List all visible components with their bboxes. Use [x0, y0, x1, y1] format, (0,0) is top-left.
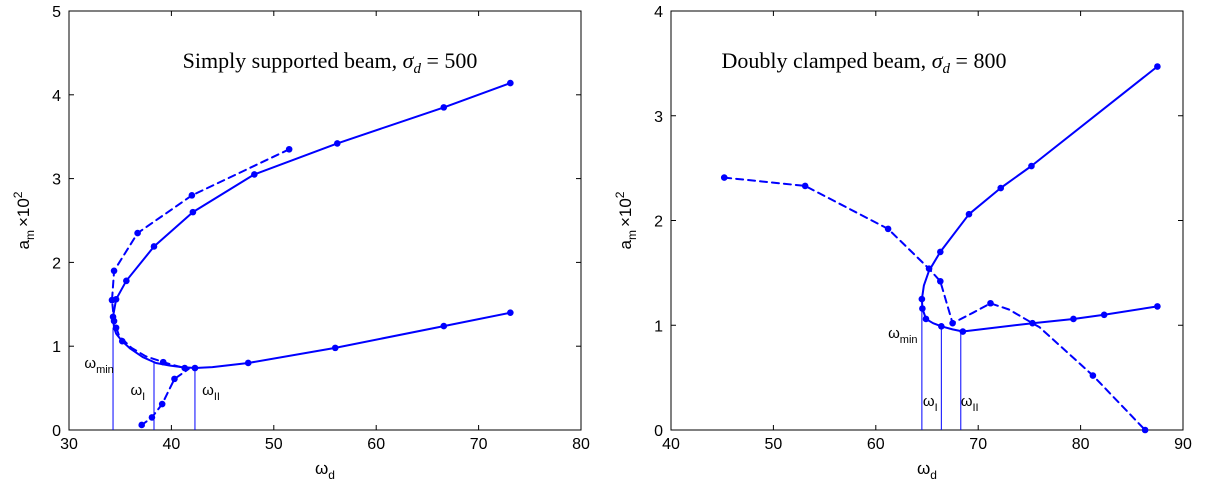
- plot-frame: [670, 10, 1184, 431]
- data-point: [965, 210, 973, 218]
- x-tick-label: 70: [470, 436, 488, 453]
- data-point: [507, 309, 514, 316]
- y-tick-label: 0: [52, 423, 61, 440]
- data-point: [1100, 311, 1108, 319]
- data-point: [440, 104, 448, 111]
- data-point: [108, 296, 116, 304]
- data-point: [918, 295, 926, 303]
- x-tick-label: 50: [765, 436, 783, 453]
- data-point: [801, 182, 809, 190]
- solid-series-line: [920, 65, 1159, 333]
- data-point: [251, 171, 258, 178]
- data-point: [123, 277, 130, 285]
- frequency-marker-label: ωI: [923, 393, 938, 414]
- y-tick-label: 4: [654, 4, 663, 21]
- data-point: [134, 229, 141, 237]
- data-point: [938, 322, 945, 330]
- data-point: [188, 192, 196, 199]
- y-tick-label: 0: [654, 423, 663, 440]
- frequency-marker-label: ωII: [961, 393, 979, 414]
- x-tick-label: 90: [1174, 436, 1192, 453]
- data-point: [720, 174, 728, 181]
- chart-title: Simply supported beam, σd = 500: [183, 48, 478, 77]
- x-axis-label: ωd: [917, 459, 937, 482]
- right-chart: 40 50 60 70 80 90 0 1 2 3 4 ωd am×102 Doubly clamped …: [613, 4, 1192, 482]
- y-tick-label: 4: [52, 88, 61, 105]
- data-point: [959, 328, 967, 335]
- x-tick-label: 40: [163, 436, 181, 453]
- data-point: [949, 319, 956, 327]
- solid-series-line: [112, 82, 512, 369]
- data-point: [331, 344, 339, 352]
- x-tick-label: 80: [572, 436, 590, 453]
- frequency-marker-label: ωmin: [888, 325, 917, 346]
- y-axis-label: am×102: [613, 191, 639, 249]
- data-point: [1089, 372, 1097, 379]
- left-chart: 30 40 50 60 70 80 0 1 2 3 4 5 ωd am×102 Simply support…: [11, 4, 590, 482]
- frequency-marker-label: ωI: [130, 382, 145, 403]
- data-point: [158, 400, 166, 408]
- data-point: [150, 243, 158, 250]
- data-point: [138, 421, 146, 429]
- dashed-series-line: [723, 176, 1147, 431]
- data-point: [925, 265, 933, 272]
- data-point: [148, 414, 156, 421]
- x-tick-label: 50: [265, 436, 283, 453]
- data-point: [1154, 63, 1161, 70]
- frequency-marker-label: ωII: [202, 382, 220, 403]
- x-tick-label: 60: [867, 436, 885, 453]
- data-point: [110, 317, 118, 325]
- x-tick-label: 30: [60, 436, 78, 453]
- data-point: [171, 375, 178, 383]
- data-point: [507, 79, 514, 87]
- data-point: [937, 277, 944, 285]
- data-point: [110, 267, 118, 275]
- y-axis-label: am×102: [11, 191, 37, 249]
- chart-title: Doubly clamped beam, σd = 800: [722, 48, 1007, 77]
- x-tick-label: 40: [662, 436, 680, 453]
- data-point: [919, 305, 926, 312]
- x-axis-label: ωd: [315, 459, 335, 482]
- y-tick-label: 3: [52, 172, 61, 189]
- x-tick-label: 80: [1072, 436, 1090, 453]
- data-point: [244, 359, 252, 367]
- y-tick-label: 1: [654, 318, 663, 335]
- plot-frame: [68, 10, 582, 431]
- data-point: [922, 315, 930, 323]
- data-point: [191, 364, 199, 372]
- data-point: [997, 184, 1005, 192]
- x-tick-label: 60: [367, 436, 385, 453]
- data-point: [987, 299, 994, 307]
- data-point: [181, 364, 189, 372]
- data-point: [440, 322, 448, 330]
- y-tick-label: 1: [52, 339, 61, 356]
- data-point: [285, 145, 293, 153]
- y-tick-label: 2: [52, 255, 61, 272]
- data-point: [333, 140, 341, 147]
- y-tick-label: 3: [654, 109, 663, 126]
- data-point: [189, 208, 197, 216]
- x-tick-label: 70: [969, 436, 987, 453]
- data-point: [1154, 303, 1161, 310]
- data-point: [159, 358, 167, 366]
- y-tick-label: 5: [52, 4, 61, 21]
- dashed-series-line: [111, 148, 291, 426]
- data-point: [884, 225, 892, 233]
- data-point: [937, 248, 944, 256]
- data-point: [1028, 162, 1035, 170]
- data-point: [1070, 315, 1077, 323]
- frequency-marker-label: ωmin: [84, 355, 113, 376]
- data-point: [1141, 426, 1149, 434]
- y-tick-label: 2: [654, 214, 663, 231]
